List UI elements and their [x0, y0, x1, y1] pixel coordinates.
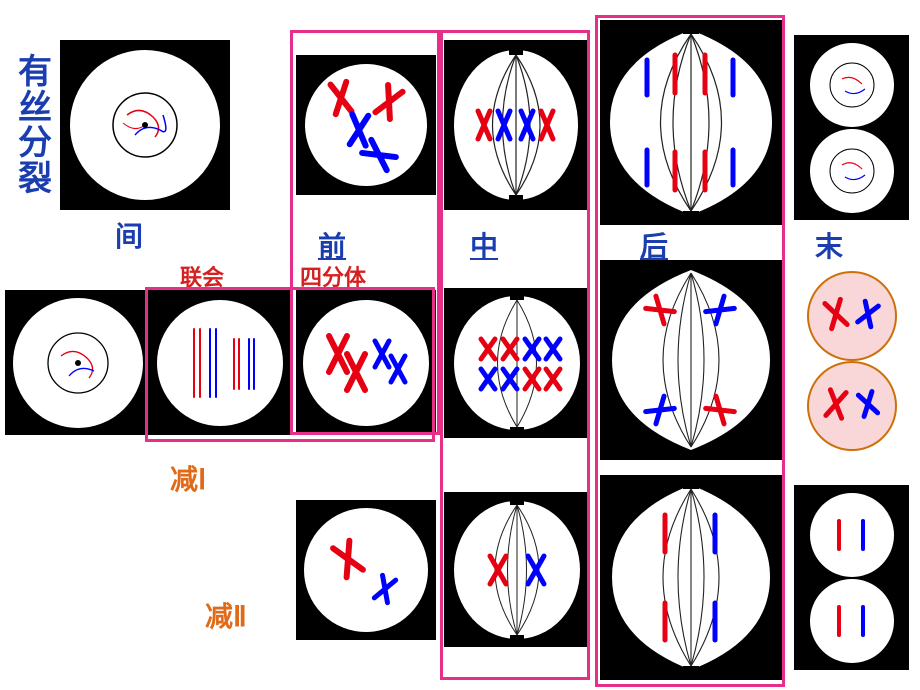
label-telophase: 末 — [815, 225, 843, 265]
title-mitosis: 有丝分裂 — [15, 55, 55, 198]
cell-anaphase-icon — [605, 25, 777, 220]
meiosis1-metaphase — [444, 288, 589, 438]
cell-m2-prophase-icon — [300, 504, 432, 636]
label-metaphase: 中 — [470, 225, 498, 265]
mitosis-prophase — [296, 55, 436, 195]
cell-m1-anaphase-icon — [605, 265, 777, 455]
mitosis-telophase — [794, 35, 909, 220]
meiosis1-interphase — [5, 290, 150, 435]
cell-metaphase-icon — [449, 45, 584, 205]
label-interphase: 间 — [115, 215, 143, 255]
cell-m1-interphase-icon — [9, 294, 147, 432]
cell-prophase-icon — [301, 60, 431, 190]
label-meiosis1: 减Ⅰ — [170, 458, 206, 498]
label-tetrad: 四分体 — [300, 260, 366, 292]
mitosis-metaphase — [444, 40, 589, 210]
label-prophase: 前 — [318, 225, 346, 265]
cell-synapsis-icon — [154, 294, 287, 432]
meiosis1-anaphase — [600, 260, 782, 460]
label-anaphase: 后 — [640, 225, 668, 265]
meiosis2-prophase — [296, 500, 436, 640]
meiosis2-telophase — [794, 485, 909, 670]
cell-interphase-icon — [65, 45, 225, 205]
cell-m2-anaphase-icon — [605, 480, 777, 675]
mitosis-anaphase — [600, 20, 782, 225]
cell-m1-metaphase-icon — [448, 291, 586, 436]
mitosis-interphase — [60, 40, 230, 210]
label-meiosis2: 减Ⅱ — [205, 595, 247, 635]
meiosis2-anaphase — [600, 475, 782, 680]
label-synapsis: 联会 — [180, 260, 224, 292]
meiosis1-tetrad — [296, 290, 436, 435]
meiosis1-synapsis — [150, 290, 290, 435]
cell-tetrad-icon — [300, 294, 433, 432]
cell-m1-telophase-icon — [796, 270, 908, 452]
cell-m2-telophase-icon — [797, 489, 907, 667]
meiosis2-metaphase — [444, 492, 589, 647]
cell-m2-metaphase-icon — [448, 496, 586, 644]
cell-telophase-icon — [797, 39, 907, 217]
meiosis1-telophase — [794, 268, 909, 453]
